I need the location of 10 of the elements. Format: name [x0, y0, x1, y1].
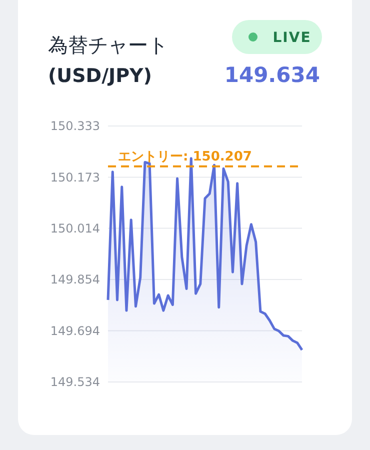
text: LIVE — [272, 30, 312, 46]
chart-title: 為替チャート (USD/JPY) — [48, 33, 168, 87]
text: 149.634 — [224, 63, 320, 87]
y-tick-label: 150.333 — [50, 119, 100, 134]
y-tick-label: 149.854 — [50, 272, 100, 287]
y-tick-label: 150.014 — [50, 221, 100, 236]
y-tick-label: 149.534 — [50, 375, 100, 390]
y-tick-label: 150.173 — [50, 170, 100, 184]
ref-line-label: エントリー: 150.207 — [118, 149, 252, 164]
y-tick-label: 149.694 — [50, 324, 100, 338]
